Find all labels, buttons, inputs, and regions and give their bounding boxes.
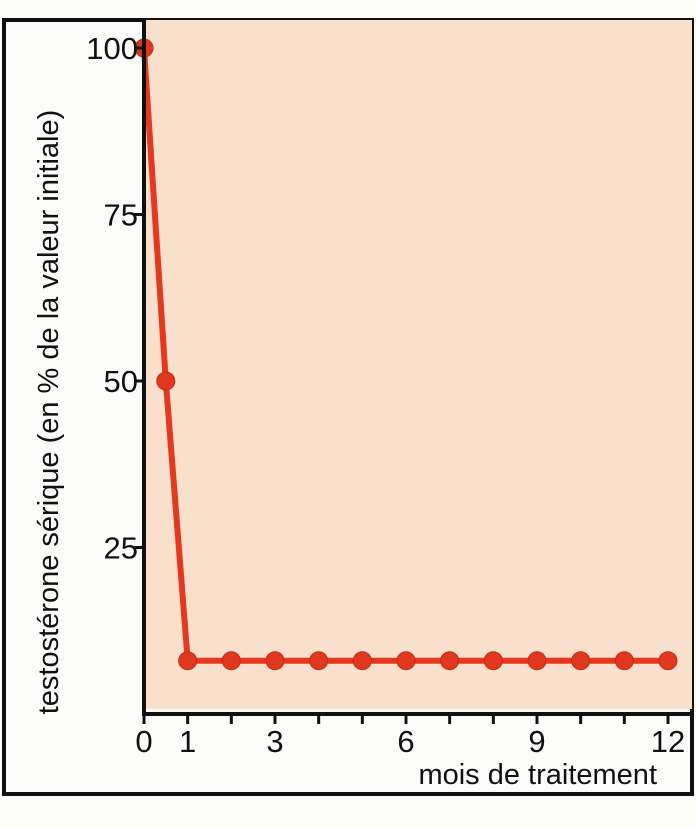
data-point: [309, 651, 329, 671]
plot-area: [146, 20, 692, 709]
data-point: [614, 651, 634, 671]
y-tick-label: 75: [104, 198, 138, 233]
x-tick-label: 6: [397, 724, 414, 759]
y-tick-label: 50: [104, 364, 138, 399]
data-point: [156, 371, 176, 391]
data-point: [396, 651, 416, 671]
chart-marks: [134, 38, 678, 671]
data-point: [221, 651, 241, 671]
data-point: [483, 651, 503, 671]
data-point: [440, 651, 460, 671]
x-tick-label: 1: [179, 724, 196, 759]
x-tick-label: 12: [651, 724, 685, 759]
x-tick-label: 0: [135, 724, 152, 759]
data-point: [178, 651, 198, 671]
data-point: [527, 651, 547, 671]
x-tick-label: 9: [528, 724, 545, 759]
x-tick-label: 3: [266, 724, 283, 759]
x-axis-title: mois de traitement: [418, 759, 657, 791]
chart-axes: 25 50 75 100 0 1 3 6 9 12: [86, 20, 692, 759]
y-axis-title: testostérone sérique (en % de la valeur …: [33, 110, 65, 715]
data-point: [571, 651, 591, 671]
data-point: [658, 651, 678, 671]
data-point: [352, 651, 372, 671]
y-tick-label: 100: [86, 31, 138, 66]
y-tick-label: 25: [104, 531, 138, 566]
data-point: [265, 651, 285, 671]
